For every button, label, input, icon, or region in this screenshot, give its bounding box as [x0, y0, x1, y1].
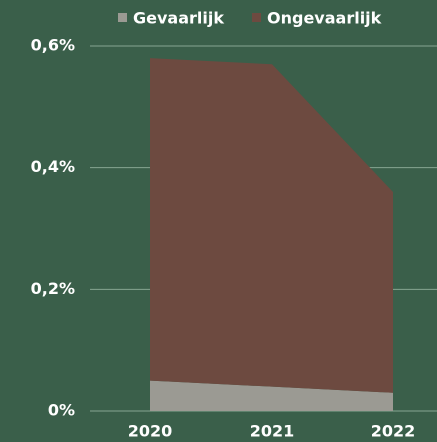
x-tick-label: 2020: [128, 422, 173, 441]
y-tick-label: 0,2%: [31, 279, 75, 298]
legend-label: Ongevaarlijk: [267, 9, 382, 28]
y-tick-label: 0,6%: [31, 36, 75, 55]
area: [150, 58, 393, 393]
area: [150, 380, 393, 411]
y-tick-label: 0,4%: [31, 157, 75, 176]
legend-swatch: [252, 13, 261, 22]
y-tick-label: 0%: [48, 401, 75, 420]
legend-swatch: [118, 13, 127, 22]
x-tick-label: 2022: [371, 422, 416, 441]
x-tick-label: 2021: [250, 422, 295, 441]
legend-label: Gevaarlijk: [133, 9, 224, 28]
